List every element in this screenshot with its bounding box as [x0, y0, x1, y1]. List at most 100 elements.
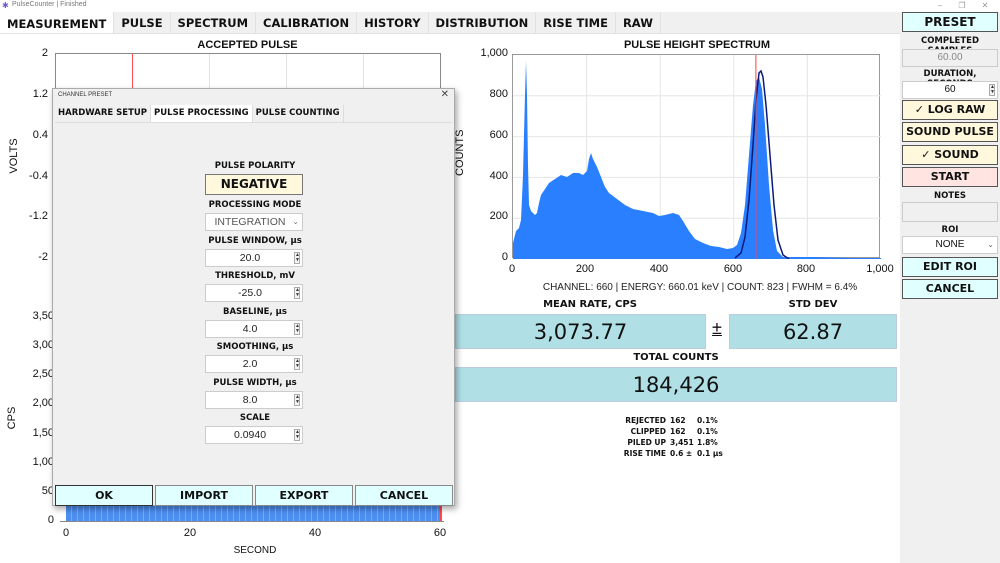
scale-label: SCALE	[239, 413, 271, 423]
tab-distribution[interactable]: DISTRIBUTION	[429, 12, 537, 33]
spectrum-plot	[512, 54, 881, 259]
x-tick: 400	[649, 263, 669, 275]
y-tick: 1,00	[32, 456, 54, 468]
spin-arrows-icon[interactable]: ▲ ▼	[294, 394, 300, 406]
spin-arrows-icon[interactable]: ▲ ▼	[294, 323, 300, 335]
window-title: PulseCounter | Finished	[12, 1, 87, 8]
tab-hardware-setup[interactable]: HARDWARE SETUP	[55, 105, 152, 122]
duration-stepper[interactable]: 60 ▲ ▼	[902, 81, 998, 99]
tab-pulse[interactable]: PULSE	[114, 12, 171, 33]
spin-arrows-icon[interactable]: ▲ ▼	[989, 84, 995, 96]
completed-samples-field: 60.00	[902, 49, 998, 67]
processing-mode-value: INTEGRATION	[214, 216, 286, 228]
minimize-icon[interactable]: –	[937, 1, 943, 10]
pulse-polarity-label: PULSE POLARITY	[214, 161, 296, 171]
threshold-stepper[interactable]: -25.0 ▲ ▼	[205, 284, 303, 302]
y-tick: 0.4	[32, 129, 48, 141]
tab-measurement[interactable]: MEASUREMENT	[0, 12, 115, 33]
x-tick: 60	[433, 527, 447, 539]
y-tick: 1,50	[32, 427, 54, 439]
rise-time-label: RISE TIME	[623, 449, 666, 458]
x-tick: 20	[183, 527, 197, 539]
baseline-stepper[interactable]: 4.0 ▲ ▼	[205, 320, 303, 338]
pulse-width-value: 8.0	[242, 394, 258, 406]
accepted-pulse-title: ACCEPTED PULSE	[197, 39, 298, 51]
baseline-label: BASELINE, µs	[223, 307, 287, 317]
second-axis-label: SECOND	[233, 545, 277, 556]
dialog-body: PULSE POLARITY NEGATIVE PROCESSING MODE …	[55, 122, 452, 483]
ok-button[interactable]: OK	[55, 485, 153, 506]
restore-icon[interactable]: ❐	[958, 1, 966, 10]
edit-roi-button[interactable]: EDIT ROI	[902, 257, 998, 277]
std-dev-value: 62.87	[729, 314, 897, 349]
log-raw-toggle[interactable]: ✓ LOG RAW	[902, 100, 998, 120]
sound-finish-toggle[interactable]: ✓ SOUND FINISH	[902, 145, 998, 179]
y-tick: -1.2	[29, 210, 48, 222]
tab-history[interactable]: HISTORY	[357, 12, 429, 33]
y-tick: 200	[489, 210, 508, 222]
dialog-cancel-button[interactable]: CANCEL	[355, 485, 453, 506]
piled-up-label: PILED UP	[627, 438, 666, 447]
tab-raw[interactable]: RAW	[616, 12, 661, 33]
pulse-width-stepper[interactable]: 8.0 ▲ ▼	[205, 391, 303, 409]
spin-arrows-icon[interactable]: ▲ ▼	[294, 252, 300, 264]
volts-axis-label: VOLTS	[8, 138, 20, 174]
x-tick: 0	[62, 527, 70, 539]
chevron-down-icon: ⌄	[292, 217, 299, 226]
y-tick: 3,50	[32, 310, 54, 322]
smoothing-label: SMOOTHING, µs	[216, 342, 294, 352]
close-icon[interactable]: ✕	[981, 1, 989, 10]
spectrum-title: PULSE HEIGHT SPECTRUM	[623, 39, 771, 51]
baseline-value: 4.0	[242, 323, 258, 335]
tab-pulse-counting[interactable]: PULSE COUNTING	[252, 105, 344, 122]
tab-rise-time[interactable]: RISE TIME	[536, 12, 616, 33]
pulse-window-label: PULSE WINDOW, µs	[208, 236, 302, 246]
dialog-close-icon[interactable]: ✕	[440, 89, 449, 100]
main-tabs: MEASUREMENT PULSE SPECTRUM CALIBRATION H…	[0, 12, 900, 34]
spin-arrows-icon[interactable]: ▲ ▼	[294, 429, 300, 441]
threshold-label: THRESHOLD, mV	[215, 271, 295, 281]
notes-label: NOTES	[933, 191, 967, 201]
roi-label: ROI	[941, 225, 959, 235]
processing-mode-select[interactable]: INTEGRATION ⌄	[205, 213, 303, 231]
gaussian-fit-curve	[734, 69, 790, 259]
sound-pulse-toggle[interactable]: SOUND PULSE	[902, 122, 998, 142]
pulse-polarity-button[interactable]: NEGATIVE	[205, 174, 303, 195]
counts-axis-label: COUNTS	[454, 129, 466, 176]
pulse-window-stepper[interactable]: 20.0 ▲ ▼	[205, 249, 303, 267]
scale-stepper[interactable]: 0.0940 ▲ ▼	[205, 426, 303, 444]
cancel-button[interactable]: CANCEL	[902, 279, 998, 299]
y-tick: 2	[41, 47, 48, 59]
piled-up-percent: 1.8%	[697, 438, 718, 447]
start-button[interactable]: START	[902, 167, 998, 187]
notes-field[interactable]	[902, 202, 998, 222]
roi-select[interactable]: NONE ⌄	[902, 236, 998, 254]
x-tick: 800	[796, 263, 816, 275]
roi-value: NONE	[935, 239, 965, 250]
tab-calibration[interactable]: CALIBRATION	[256, 12, 358, 33]
export-button[interactable]: EXPORT	[255, 485, 353, 506]
y-tick: 400	[489, 170, 508, 182]
dialog-title: CHANNEL PRESET	[58, 92, 113, 98]
y-tick: 0	[501, 251, 508, 263]
spin-arrows-icon[interactable]: ▲ ▼	[294, 287, 300, 299]
smoothing-stepper[interactable]: 2.0 ▲ ▼	[205, 355, 303, 373]
y-tick: 1,000	[480, 47, 508, 59]
processing-mode-label: PROCESSING MODE	[208, 200, 302, 210]
x-tick: 200	[575, 263, 595, 275]
import-button[interactable]: IMPORT	[155, 485, 253, 506]
spin-arrows-icon[interactable]: ▲ ▼	[294, 358, 300, 370]
pulse-width-label: PULSE WIDTH, µs	[213, 378, 297, 388]
rejected-percent: 0.1%	[697, 416, 718, 425]
threshold-value: -25.0	[238, 287, 262, 299]
piled-up-value: 3,451	[670, 438, 694, 447]
x-tick: 1,000	[866, 263, 894, 275]
clipped-percent: 0.1%	[697, 427, 718, 436]
tab-spectrum[interactable]: SPECTRUM	[171, 12, 257, 33]
spectrum-bars	[513, 61, 881, 259]
y-tick: -0.4	[29, 170, 48, 182]
preset-button[interactable]: PRESET	[902, 12, 998, 32]
spectrum-annotation: CHANNEL: 660 | ENERGY: 660.01 keV | COUN…	[542, 282, 858, 293]
smoothing-value: 2.0	[242, 358, 258, 370]
tab-pulse-processing[interactable]: PULSE PROCESSING	[151, 105, 253, 122]
